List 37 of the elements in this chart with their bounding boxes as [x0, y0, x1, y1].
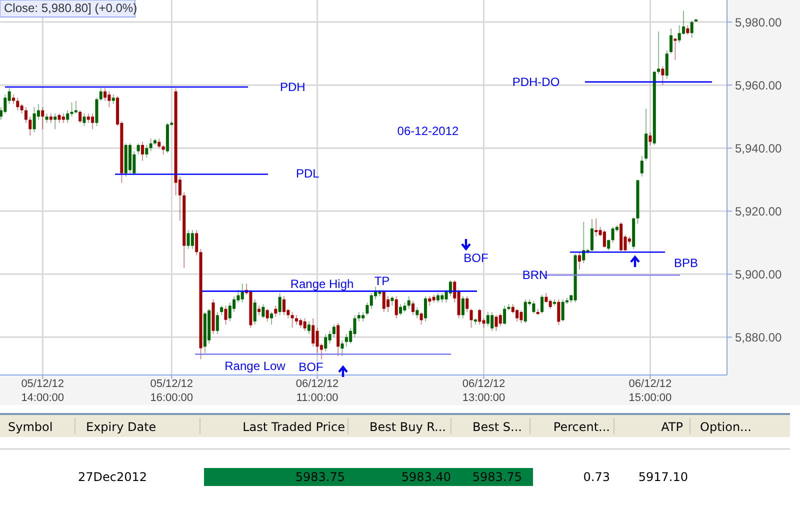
- annotation: Close: 5,980.80] (+0.0%): [4, 1, 138, 15]
- text: ATP: [661, 420, 683, 434]
- text: 5983.75: [472, 470, 522, 484]
- text: 5983.75: [295, 470, 345, 484]
- y-tick-label: 5,960.00: [735, 78, 782, 92]
- text: Symbol: [8, 420, 53, 434]
- text: Option...: [700, 420, 752, 434]
- y-tick-label: 5,900.00: [735, 267, 782, 282]
- text: 27Dec2012: [78, 470, 148, 484]
- annotation: BOF: [464, 251, 488, 265]
- text: Last Traded Price: [242, 420, 345, 434]
- text: 5917.10: [638, 470, 688, 484]
- text: Best S...: [472, 420, 522, 434]
- text: 0.73: [583, 470, 610, 484]
- ref-line-label: PDH: [280, 80, 306, 94]
- annotation: 06-12-2012: [397, 124, 460, 138]
- y-tick-label: 5,940.00: [735, 141, 782, 156]
- text: 5983.40: [401, 470, 451, 484]
- x-tick-label: 05/12/12 16:00:00: [150, 378, 194, 404]
- annotation: BOF: [298, 360, 324, 374]
- text: Percent...: [553, 420, 610, 434]
- x-tick-label: 06/12/12 15:00:00: [628, 378, 672, 404]
- y-tick-label: 5,980.00: [735, 15, 782, 30]
- x-tick-label: 05/12/12 14:00:00: [21, 378, 64, 404]
- ref-line-label: PDH-DO: [512, 74, 560, 89]
- ref-line-label: BRN: [522, 268, 548, 282]
- ref-line-label: BPB: [674, 256, 698, 270]
- y-tick-label: 5,880.00: [735, 330, 782, 344]
- x-tick-label: 06/12/12 11:00:00: [296, 378, 339, 404]
- x-tick-label: 06/12/12 13:00:00: [462, 378, 506, 404]
- annotation: TP: [374, 274, 390, 288]
- ref-line-label: PDL: [296, 166, 320, 180]
- y-tick-label: 5,920.00: [735, 204, 782, 218]
- text: Expiry Date: [86, 420, 156, 434]
- ref-line-label: Range Low: [224, 359, 286, 374]
- ref-line-label: Range High: [290, 277, 354, 292]
- text: Best Buy R...: [370, 420, 446, 434]
